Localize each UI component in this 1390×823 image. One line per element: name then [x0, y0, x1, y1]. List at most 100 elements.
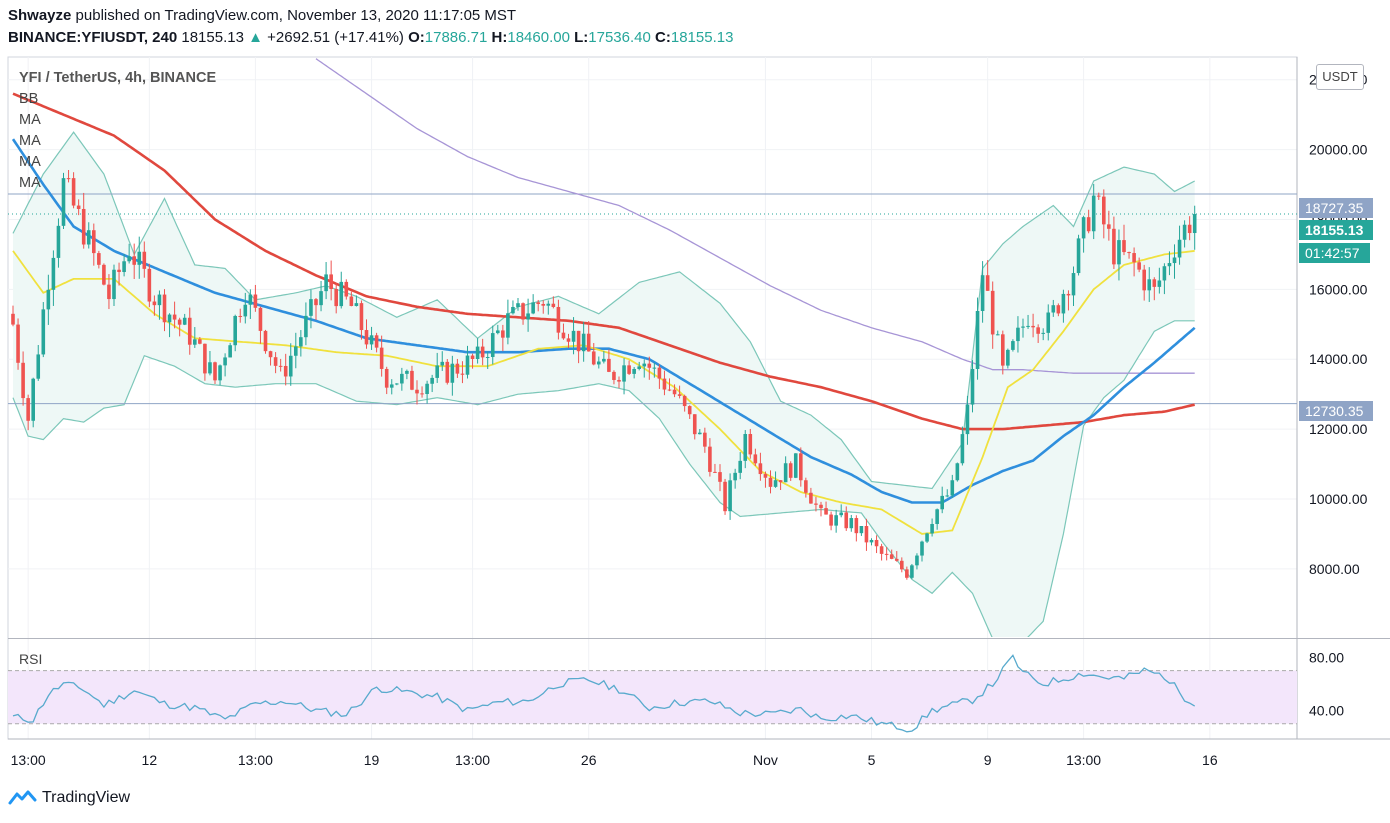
candle-body — [137, 251, 142, 265]
candle — [824, 501, 828, 515]
candle — [894, 551, 899, 562]
candle — [546, 300, 551, 315]
candle — [561, 323, 566, 340]
candle-body — [748, 434, 753, 455]
candle-body — [187, 317, 192, 345]
candle — [137, 236, 142, 279]
candle — [1076, 234, 1081, 276]
legend-item-bb[interactable]: BB — [19, 91, 39, 107]
legend-item-ma[interactable]: MA — [19, 175, 41, 191]
rsi-pane-label[interactable]: RSI — [19, 651, 43, 667]
candle-body — [561, 332, 566, 339]
candle — [167, 313, 172, 338]
candle-body — [905, 569, 909, 578]
candle — [632, 366, 636, 379]
candle-body — [1182, 224, 1187, 240]
candle — [460, 361, 465, 384]
legend-item-ma[interactable]: MA — [19, 154, 41, 170]
candle-body — [294, 346, 298, 356]
resistance-price-tag: 18727.35 — [1299, 198, 1374, 218]
candle-body — [1152, 279, 1157, 287]
candle — [56, 218, 61, 268]
candle — [162, 289, 167, 332]
candle — [768, 470, 773, 494]
author-name[interactable]: Shwayze — [8, 7, 72, 24]
candle-body — [410, 370, 414, 390]
candle-body — [920, 541, 924, 556]
candle-body — [1071, 273, 1076, 296]
candle — [965, 395, 970, 445]
candle — [667, 378, 672, 392]
candle-body — [758, 463, 763, 475]
candle — [107, 274, 111, 310]
candle-body — [127, 256, 131, 262]
legend-item-ma[interactable]: MA — [19, 112, 41, 128]
candle-body — [910, 565, 914, 578]
candle — [728, 473, 732, 520]
candle-body — [339, 281, 344, 307]
candle-body — [1016, 327, 1020, 342]
candle — [1091, 183, 1096, 240]
candle — [990, 281, 995, 349]
candle-body — [152, 301, 157, 306]
candle — [233, 314, 237, 352]
price-tick-label: 12000.00 — [1309, 421, 1368, 437]
candle-body — [384, 368, 389, 388]
candle-body — [955, 463, 960, 481]
main-pane — [8, 58, 1297, 637]
candle-body — [531, 302, 535, 314]
candle-body — [682, 395, 687, 407]
candle-body — [1137, 262, 1141, 270]
candle-body — [718, 472, 722, 482]
candle-body — [354, 303, 359, 306]
candle-body — [607, 358, 611, 372]
legend-item-ma[interactable]: MA — [19, 133, 41, 149]
candle-body — [415, 389, 419, 394]
low-value: 17536.40 — [588, 29, 651, 46]
candle — [925, 532, 929, 544]
candle-body — [102, 264, 106, 285]
candle-body — [223, 357, 227, 366]
candle — [395, 383, 399, 386]
candle-body — [945, 495, 950, 497]
tradingview-footer[interactable]: TradingView — [8, 789, 130, 807]
candle-body — [344, 281, 349, 297]
candle-body — [1021, 326, 1025, 328]
candle — [132, 243, 136, 280]
candle — [369, 326, 374, 350]
candle-body — [1086, 217, 1091, 232]
rsi-pane: 40.00 80.00 — [8, 649, 1344, 733]
candle-body — [521, 303, 525, 320]
candle — [349, 291, 354, 307]
candle-body — [122, 261, 126, 273]
open-value: 17886.71 — [424, 29, 488, 46]
candle-body — [162, 294, 167, 323]
candle-body — [445, 361, 450, 383]
currency-unit-button[interactable]: USDT — [1316, 64, 1364, 90]
candle — [147, 263, 152, 308]
candle — [703, 427, 707, 453]
candle — [617, 376, 621, 389]
candle — [218, 364, 222, 386]
candle-body — [728, 480, 732, 512]
candle-body — [1142, 269, 1146, 291]
candle — [995, 330, 1000, 336]
candle-body — [203, 343, 207, 374]
candle-body — [985, 275, 990, 291]
candle-body — [46, 289, 51, 310]
candle — [985, 260, 990, 291]
candle-body — [824, 508, 828, 515]
candle — [203, 343, 207, 381]
candle — [177, 317, 182, 337]
candle-body — [26, 398, 30, 421]
candle — [849, 514, 854, 532]
candle-body — [243, 304, 248, 317]
price-tick-label: 8000.00 — [1309, 561, 1360, 577]
candle — [228, 342, 232, 358]
candle — [566, 333, 571, 349]
candle — [102, 263, 106, 286]
candle — [1157, 267, 1162, 294]
candle-body — [586, 333, 591, 352]
candle-body — [819, 504, 823, 509]
